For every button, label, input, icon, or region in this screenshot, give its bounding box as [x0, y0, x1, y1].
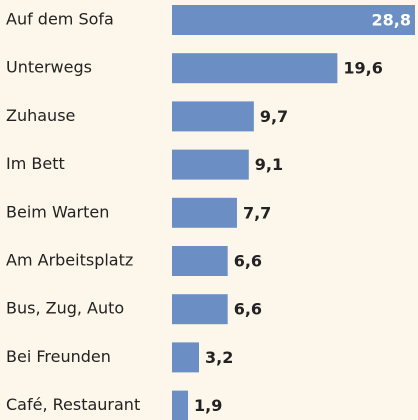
value-label: 6,6 [234, 252, 262, 271]
bar [172, 5, 415, 35]
bar [172, 342, 199, 373]
bar [172, 246, 228, 276]
value-label: 9,7 [260, 107, 288, 126]
category-label: Café, Restaurant [6, 395, 140, 414]
category-label: Auf dem Sofa [6, 10, 114, 29]
value-label: 3,2 [205, 348, 233, 367]
value-label: 1,9 [194, 396, 222, 415]
category-label: Unterwegs [6, 58, 92, 77]
value-label: 7,7 [243, 203, 271, 222]
bar [172, 294, 228, 325]
value-label: 9,1 [255, 155, 283, 174]
bar [172, 197, 237, 228]
bar [172, 53, 338, 84]
value-label: 19,6 [343, 59, 382, 78]
bar [172, 149, 249, 180]
value-label: 28,8 [372, 11, 411, 30]
bar [172, 101, 254, 132]
category-label: Bus, Zug, Auto [6, 299, 124, 318]
bar [172, 390, 189, 420]
category-label: Zuhause [6, 106, 75, 125]
category-label: Am Arbeitsplatz [6, 251, 133, 270]
category-label: Bei Freunden [6, 347, 111, 366]
value-label: 6,6 [234, 300, 262, 319]
category-label: Im Bett [6, 154, 65, 173]
category-label: Beim Warten [6, 202, 109, 221]
